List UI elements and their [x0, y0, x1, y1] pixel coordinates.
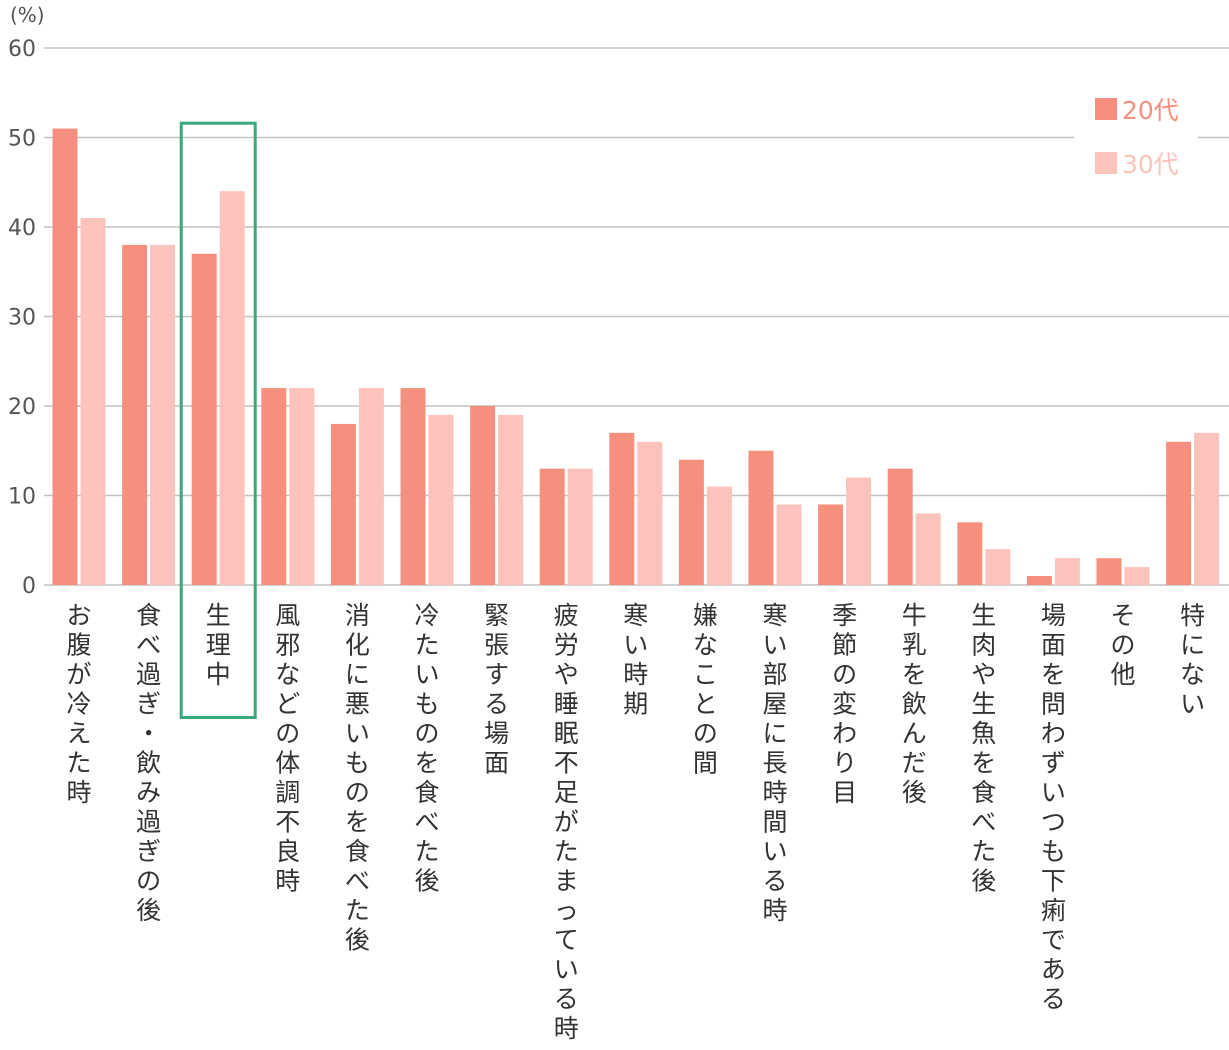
bar-series2-6 [498, 414, 524, 585]
category-label: 食べ過ぎ・飲み過ぎの後 [136, 601, 161, 925]
category-label: 緊張する場面 [484, 601, 509, 778]
bar-series2-7 [567, 468, 593, 585]
bar-series2-11 [846, 477, 872, 585]
bar-series2-2 [219, 191, 245, 585]
bar-series1-14 [1026, 576, 1052, 585]
category-labels: お腹が冷えた時 食べ過ぎ・飲み過ぎの後 生理中 風邪などの体調不良時 消化に悪いものを食… [66, 601, 1205, 1043]
bar-series1-11 [818, 504, 844, 585]
bar-series2-8 [637, 441, 663, 585]
highlight-box [179, 121, 257, 719]
bar-series2-0 [80, 218, 106, 586]
bar-series1-12 [887, 468, 913, 585]
bar-series2-3 [289, 388, 315, 585]
bars-layer [52, 128, 1220, 586]
category-label: 寒い部屋に長時間いる時 [762, 601, 787, 925]
bar-series2-13 [985, 549, 1011, 585]
category-label: 寒い時期 [623, 601, 648, 719]
legend-background [1074, 88, 1198, 190]
bar-series1-16 [1166, 441, 1192, 585]
bar-series1-13 [957, 522, 983, 585]
bar-series2-10 [776, 504, 802, 585]
bar-series2-5 [428, 414, 454, 585]
bar-series1-1 [122, 244, 148, 585]
bar-series2-16 [1194, 432, 1220, 585]
category-label: 生理中 [206, 601, 231, 689]
legend-swatch [1095, 152, 1117, 174]
y-tick-label: 50 [8, 127, 36, 152]
legend-label: 20代 [1122, 96, 1179, 125]
bar-series1-7 [539, 468, 565, 585]
category-label: 生肉や生魚を食べた後 [971, 601, 996, 896]
category-label: 場面を問わずいつも下痢である [1041, 601, 1066, 1014]
bar-series1-15 [1096, 558, 1122, 585]
y-tick-label: 0 [22, 574, 36, 599]
legend-swatch [1095, 98, 1117, 120]
category-label: 嫌なことの間 [693, 601, 718, 778]
bar-series2-9 [706, 486, 732, 585]
y-axis-unit-label: (%) [10, 3, 45, 27]
category-label: 牛乳を飲んだ後 [902, 601, 927, 807]
category-label: 特にない [1180, 601, 1205, 719]
bar-series1-4 [330, 423, 356, 585]
bar-series2-14 [1054, 558, 1080, 585]
bar-series1-5 [400, 388, 426, 585]
category-label: 季節の変わり目 [832, 601, 857, 807]
bar-series1-8 [609, 432, 635, 585]
bar-series1-0 [52, 128, 78, 586]
legend-label: 30代 [1122, 150, 1179, 179]
category-label: 消化に悪いものを食べた後 [345, 601, 370, 955]
bar-series2-1 [150, 244, 176, 585]
bar-series1-9 [678, 459, 704, 585]
y-tick-label: 40 [8, 216, 36, 241]
bar-series1-10 [748, 450, 774, 585]
y-tick-label: 10 [8, 485, 36, 510]
bar-series2-15 [1124, 567, 1150, 585]
category-label: お腹が冷えた時 [66, 601, 91, 807]
bar-series2-4 [358, 388, 384, 585]
bar-series1-3 [261, 388, 287, 585]
bar-series2-12 [915, 513, 941, 585]
highlight-layer [179, 121, 257, 719]
category-label: 疲労や睡眠不足がたまっている時 [554, 601, 579, 1043]
y-tick-label: 60 [8, 37, 36, 62]
category-label: 冷たいものを食べた後 [414, 601, 439, 896]
y-tick-label: 30 [8, 306, 36, 331]
category-label: その他 [1110, 601, 1135, 689]
y-tick-label: 20 [8, 395, 36, 420]
category-label: 風邪などの体調不良時 [275, 601, 300, 896]
bar-series1-2 [191, 253, 217, 585]
bar-series1-6 [470, 406, 496, 585]
legend: 20代 30代 [1074, 88, 1198, 190]
